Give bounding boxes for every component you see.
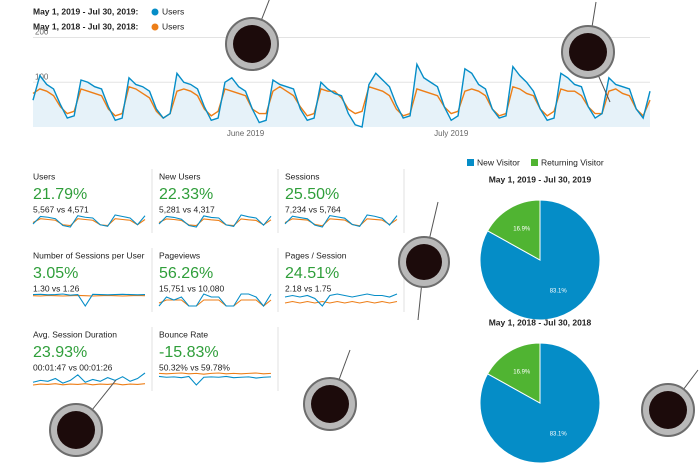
legend-swatch bbox=[531, 159, 538, 166]
sparkline bbox=[158, 218, 272, 227]
sparkline bbox=[32, 294, 146, 297]
card-compare: 7,234 vs 5,764 bbox=[285, 204, 341, 214]
y-tick-label: 100 bbox=[35, 72, 49, 81]
bullet-hole bbox=[398, 201, 450, 321]
card-value: 21.79% bbox=[33, 186, 87, 203]
bullet-hole bbox=[49, 379, 117, 457]
sparkline bbox=[158, 372, 272, 375]
bullet-hole bbox=[225, 0, 279, 71]
sparkline bbox=[32, 372, 146, 384]
sparkline bbox=[32, 214, 146, 228]
card-compare: 50.32% vs 59.78% bbox=[159, 362, 230, 372]
bullet-hole bbox=[303, 349, 357, 431]
card-title: Sessions bbox=[285, 171, 320, 181]
sparkline bbox=[32, 383, 146, 386]
card-title: Number of Sessions per User bbox=[33, 250, 145, 260]
card-title: Bounce Rate bbox=[159, 329, 208, 339]
decorations bbox=[49, 0, 699, 457]
sparkline bbox=[284, 218, 398, 227]
card-value: 23.93% bbox=[33, 344, 87, 361]
legend-range: May 1, 2019 - Jul 30, 2019: bbox=[33, 6, 139, 16]
card-compare: 5,281 vs 4,317 bbox=[159, 204, 215, 214]
legend-label: Users bbox=[162, 21, 184, 31]
sparkline bbox=[158, 293, 272, 307]
sparkline bbox=[158, 375, 272, 386]
sparkline bbox=[284, 293, 398, 307]
slice-label: 83.1% bbox=[550, 432, 568, 438]
card-value: -15.83% bbox=[159, 344, 219, 361]
sparkline bbox=[32, 293, 146, 308]
pie-slice bbox=[479, 199, 601, 321]
pie-slice bbox=[479, 342, 601, 464]
card-title: Avg. Session Duration bbox=[33, 329, 117, 339]
sparkline bbox=[284, 214, 398, 228]
y-tick-label: 200 bbox=[35, 28, 49, 37]
card-value: 22.33% bbox=[159, 186, 213, 203]
card-compare: 15,751 vs 10,080 bbox=[159, 283, 224, 293]
legend-swatch bbox=[151, 23, 159, 31]
x-tick-label: July 2019 bbox=[434, 129, 469, 138]
legend-range: May 1, 2018 - Jul 30, 2018: bbox=[33, 21, 139, 31]
bullet-hole bbox=[561, 1, 615, 103]
sparkline bbox=[32, 218, 146, 227]
slice-label: 16.9% bbox=[513, 227, 531, 233]
pie-slice bbox=[486, 199, 541, 261]
legend-label: Users bbox=[162, 6, 184, 16]
slice-label: 16.9% bbox=[513, 370, 531, 376]
legend-swatch bbox=[151, 8, 159, 16]
legend-label: New Visitor bbox=[477, 157, 520, 167]
card-compare: 2.18 vs 1.75 bbox=[285, 283, 332, 293]
series-line bbox=[32, 62, 651, 128]
series-line bbox=[32, 85, 651, 119]
card-value: 56.26% bbox=[159, 265, 213, 282]
card-title: Users bbox=[33, 171, 55, 181]
card-compare: 00:01:47 vs 00:01:26 bbox=[33, 362, 113, 372]
x-tick-label: June 2019 bbox=[227, 129, 265, 138]
card-value: 3.05% bbox=[33, 265, 78, 282]
slice-label: 83.1% bbox=[550, 289, 568, 295]
pie-title: May 1, 2019 - Jul 30, 2019 bbox=[489, 174, 592, 184]
sparkline bbox=[158, 299, 272, 307]
bullet-hole bbox=[641, 369, 699, 437]
pie-title: May 1, 2018 - Jul 30, 2018 bbox=[489, 317, 592, 327]
card-title: Pageviews bbox=[159, 250, 200, 260]
pie-slice bbox=[486, 342, 541, 404]
sparkline bbox=[158, 214, 272, 228]
content: May 1, 2019 - Jul 30, 2019: Users May 1, 2… bbox=[32, 6, 651, 464]
legend-swatch bbox=[467, 159, 474, 166]
card-compare: 1.30 vs 1.26 bbox=[33, 283, 80, 293]
card-title: New Users bbox=[159, 171, 201, 181]
sparkline bbox=[284, 300, 398, 304]
card-compare: 5,567 vs 4,571 bbox=[33, 204, 89, 214]
card-value: 24.51% bbox=[285, 265, 339, 282]
legend-label: Returning Visitor bbox=[541, 157, 604, 167]
card-title: Pages / Session bbox=[285, 250, 347, 260]
card-value: 25.50% bbox=[285, 186, 339, 203]
